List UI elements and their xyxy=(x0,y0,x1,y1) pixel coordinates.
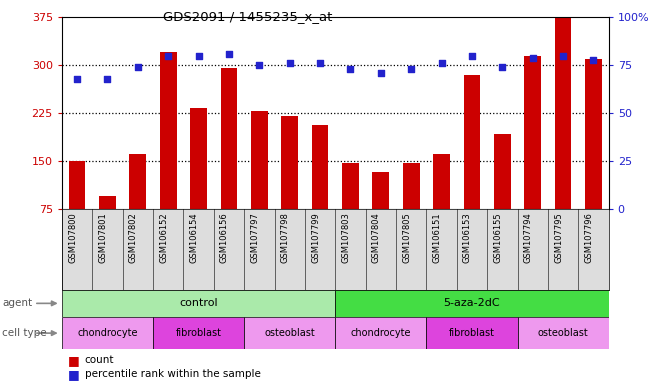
Bar xyxy=(525,56,541,209)
Point xyxy=(558,53,568,59)
Bar xyxy=(494,134,510,209)
Text: GSM106152: GSM106152 xyxy=(159,212,168,263)
Point xyxy=(284,60,295,66)
Bar xyxy=(62,317,153,349)
Text: 5-aza-2dC: 5-aza-2dC xyxy=(444,298,500,308)
Text: GSM107799: GSM107799 xyxy=(311,212,320,263)
Text: GSM107801: GSM107801 xyxy=(98,212,107,263)
Point xyxy=(102,76,113,82)
Bar xyxy=(62,290,335,317)
Text: GSM107805: GSM107805 xyxy=(402,212,411,263)
Bar xyxy=(464,75,480,209)
Text: GSM107797: GSM107797 xyxy=(251,212,259,263)
Text: GDS2091 / 1455235_x_at: GDS2091 / 1455235_x_at xyxy=(163,10,332,23)
Text: ■: ■ xyxy=(68,354,80,367)
Text: GSM107804: GSM107804 xyxy=(372,212,381,263)
Text: count: count xyxy=(85,355,114,365)
Bar xyxy=(403,162,419,209)
Text: agent: agent xyxy=(2,298,32,308)
Point xyxy=(254,62,264,68)
Point xyxy=(345,66,355,72)
Text: fibroblast: fibroblast xyxy=(449,328,495,338)
Point xyxy=(224,51,234,57)
Bar xyxy=(281,116,298,209)
Point xyxy=(436,60,447,66)
Point xyxy=(163,53,173,59)
Text: GSM107802: GSM107802 xyxy=(129,212,138,263)
Point xyxy=(193,53,204,59)
Bar xyxy=(190,108,207,209)
Point xyxy=(467,53,477,59)
Text: control: control xyxy=(179,298,218,308)
Text: GSM107800: GSM107800 xyxy=(68,212,77,263)
Text: chondrocyte: chondrocyte xyxy=(351,328,411,338)
Text: chondrocyte: chondrocyte xyxy=(77,328,137,338)
Bar xyxy=(555,17,572,209)
Text: GSM106156: GSM106156 xyxy=(220,212,229,263)
Point xyxy=(406,66,417,72)
Bar xyxy=(426,317,518,349)
Text: GSM107794: GSM107794 xyxy=(524,212,533,263)
Bar xyxy=(518,317,609,349)
Text: percentile rank within the sample: percentile rank within the sample xyxy=(85,369,260,379)
Bar xyxy=(153,317,244,349)
Text: GSM107796: GSM107796 xyxy=(585,212,594,263)
Text: GSM106153: GSM106153 xyxy=(463,212,472,263)
Bar xyxy=(221,68,237,209)
Bar xyxy=(159,53,176,209)
Text: GSM107803: GSM107803 xyxy=(342,212,350,263)
Bar xyxy=(312,126,329,209)
Text: GSM106151: GSM106151 xyxy=(433,212,441,263)
Text: cell type: cell type xyxy=(2,328,47,338)
Bar xyxy=(251,111,268,209)
Text: ■: ■ xyxy=(68,368,80,381)
Point xyxy=(497,64,508,70)
Bar xyxy=(342,163,359,209)
Bar xyxy=(372,172,389,209)
Point xyxy=(376,70,386,76)
Bar xyxy=(335,317,426,349)
Bar xyxy=(434,154,450,209)
Bar xyxy=(585,59,602,209)
Point xyxy=(133,64,143,70)
Bar xyxy=(69,161,85,209)
Point xyxy=(527,55,538,61)
Bar xyxy=(130,154,146,209)
Bar xyxy=(99,196,116,209)
Bar xyxy=(244,317,335,349)
Text: GSM107798: GSM107798 xyxy=(281,212,290,263)
Point xyxy=(72,76,82,82)
Bar xyxy=(335,290,609,317)
Point xyxy=(589,56,599,63)
Text: GSM107795: GSM107795 xyxy=(554,212,563,263)
Point xyxy=(315,60,326,66)
Text: osteoblast: osteoblast xyxy=(538,328,589,338)
Text: GSM106155: GSM106155 xyxy=(493,212,503,263)
Text: GSM106154: GSM106154 xyxy=(189,212,199,263)
Text: fibroblast: fibroblast xyxy=(176,328,221,338)
Text: osteoblast: osteoblast xyxy=(264,328,315,338)
